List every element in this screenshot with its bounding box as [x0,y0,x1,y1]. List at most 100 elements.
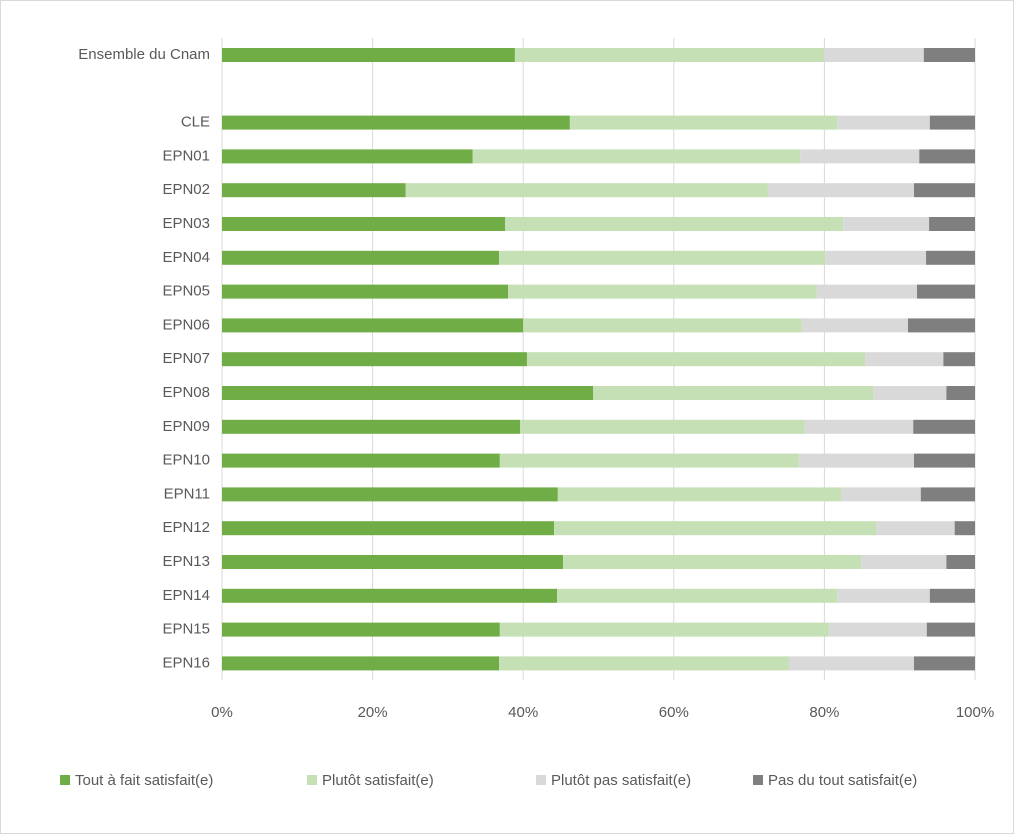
bar-segment [222,250,500,265]
legend-label: Plutôt satisfait(e) [322,772,434,789]
bar-segment [222,217,506,231]
bar-segment [222,284,509,299]
bar-segment [800,149,920,164]
bar-segment [946,386,975,400]
bar-segment [843,217,930,231]
bar-segment [472,149,801,164]
bar-segment [825,250,927,265]
bar-segment [222,656,500,671]
bar-segment [929,115,975,130]
bar-segment [222,352,527,367]
bar-segment [929,588,975,603]
bar-segment [554,521,877,536]
bar-segment [767,183,915,198]
bar-segment [505,217,844,231]
bar-segment [919,149,975,164]
x-tick-label: 20% [358,704,388,721]
bar-segment [499,622,829,637]
x-tick-label: 100% [956,704,994,721]
bar-segment [499,250,826,265]
bar-segment [914,656,975,671]
bar-segment [222,386,594,400]
bar-segment [926,250,975,265]
bar-segment [222,555,564,569]
legend-label: Plutôt pas satisfait(e) [551,772,691,789]
y-tick-label: EPN06 [162,316,210,333]
bar-segment [222,419,521,434]
y-tick-label: EPN12 [162,519,210,536]
bar-segment [520,419,805,434]
legend-swatch [307,775,317,785]
bar-segment [222,115,570,130]
bar-segment [837,115,930,130]
bar-segment [789,656,915,671]
bar-segment [907,318,975,333]
bar-segment [920,487,975,502]
y-tick-label: EPN07 [162,350,210,367]
bar-segment [222,48,515,62]
bar-segment [914,183,975,198]
bar-segment [876,521,955,536]
bar-segment [861,555,947,569]
bar-segment [873,386,947,400]
legend-label: Tout à fait satisfait(e) [75,772,213,789]
bar-segment [824,48,924,62]
bar-segment [840,487,921,502]
y-tick-label: EPN08 [162,384,210,401]
bar-segment [222,149,473,164]
bar-segment [865,352,944,367]
bar-segment [222,521,555,536]
legend-label: Pas du tout satisfait(e) [768,772,917,789]
bar-segment [917,284,975,299]
y-tick-label: EPN10 [162,452,210,469]
bar-segment [222,453,500,468]
bar-segment [222,588,558,603]
bar-segment [557,588,838,603]
bar-segment [557,487,841,502]
bar-segment [222,622,500,637]
bar-segment [499,656,790,671]
bar-segment [222,318,524,333]
bar-segment [943,352,975,367]
bar-segment [514,48,825,62]
bar-segment [913,419,975,434]
x-tick-label: 0% [211,704,233,721]
bar-segment [946,555,975,569]
y-tick-label: EPN13 [162,553,210,570]
bar-segment [954,521,975,536]
y-tick-label: CLE [181,114,210,131]
y-tick-label: EPN11 [164,485,210,502]
y-tick-label: EPN05 [162,283,210,300]
y-tick-label: EPN02 [162,181,210,198]
bar-segment [593,386,874,400]
bar-segment [405,183,768,198]
y-tick-label: EPN16 [162,654,210,671]
legend-swatch [536,775,546,785]
bar-segment [801,318,908,333]
bar-segment [923,48,975,62]
y-tick-label: Ensemble du Cnam [78,46,210,63]
x-tick-label: 60% [659,704,689,721]
y-tick-label: EPN03 [162,215,210,232]
bar-segment [816,284,918,299]
y-tick-label: EPN15 [162,621,210,638]
bar-segment [563,555,862,569]
bar-segment [837,588,930,603]
legend-swatch [753,775,763,785]
y-tick-label: EPN04 [162,249,210,266]
legend-swatch [60,775,70,785]
x-tick-label: 40% [508,704,538,721]
y-tick-label: EPN01 [162,147,210,164]
bar-segment [523,318,802,333]
bar-segment [569,115,838,130]
bar-segment [526,352,866,367]
y-tick-label: EPN14 [162,587,210,604]
bar-segment [798,453,915,468]
bar-segment [222,487,558,502]
bar-segment [508,284,817,299]
bar-segment [926,622,975,637]
bar-segment [929,217,975,231]
